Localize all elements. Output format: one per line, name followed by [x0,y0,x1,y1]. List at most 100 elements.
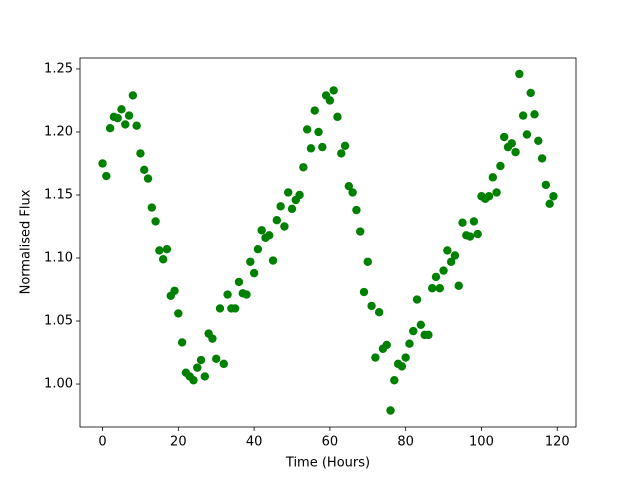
point [124,111,134,120]
point [515,69,524,79]
point [306,144,316,153]
point [537,154,547,163]
point [117,105,126,114]
point [363,257,372,266]
point [268,256,278,265]
x-tick-label: 100 [469,435,494,450]
point [174,309,183,318]
point [359,287,369,297]
x-tick-label: 20 [170,435,187,450]
point [340,141,350,151]
point [405,339,414,348]
point [401,353,410,362]
point [98,159,107,168]
point [458,218,467,227]
point [439,266,448,275]
point [280,222,289,231]
point [208,334,217,343]
x-tick-label: 120 [545,435,570,450]
point [416,320,426,329]
x-tick-label: 40 [246,435,263,450]
point [310,106,319,115]
point [212,354,221,364]
point [348,188,357,197]
point [499,132,509,142]
point [265,231,274,240]
point [196,355,206,365]
point [121,120,130,129]
point [136,149,145,158]
y-tick-label: 1.25 [44,61,73,76]
point [333,112,342,122]
point [295,190,304,200]
point [473,229,482,239]
point [374,307,384,317]
point [549,192,558,201]
point [356,227,365,236]
point [249,268,259,278]
point [257,226,266,235]
point [132,121,141,130]
point [223,290,232,299]
point [352,205,361,215]
point [193,363,202,372]
point [219,359,228,369]
point [151,217,160,226]
y-tick-label: 1.20 [44,124,73,139]
point [435,284,444,293]
point [242,290,251,299]
point [424,330,433,340]
point [284,188,293,197]
point [155,246,164,255]
point [102,171,111,181]
point [189,376,198,385]
point [541,180,551,190]
point [412,295,422,304]
point [530,110,539,119]
point [511,147,520,157]
point [246,257,255,266]
point [545,199,554,209]
point [465,232,475,241]
y-tick-label: 1.10 [44,251,73,266]
point [386,406,395,415]
point [469,217,479,226]
point [428,284,437,293]
point [276,202,285,211]
point [484,192,494,201]
point [177,338,187,347]
point [314,127,323,137]
point [526,88,535,98]
x-tick-label: 60 [322,435,339,450]
point [162,244,172,254]
point [140,165,149,174]
point [382,340,391,350]
point [272,215,282,225]
point [431,272,441,282]
point [105,123,115,133]
point [170,286,179,295]
point [443,246,452,255]
point [287,204,297,214]
point [344,181,354,191]
point [492,188,501,197]
point [507,139,516,148]
y-tick-label: 1.05 [44,314,73,329]
point [446,257,456,266]
point [409,326,418,336]
point [158,255,168,264]
point [390,376,399,385]
point [454,281,463,290]
point [397,362,407,371]
point [367,301,376,311]
point [329,86,338,95]
point [325,96,335,105]
point [450,251,460,260]
point [113,113,122,123]
point [534,136,543,145]
point [518,111,528,120]
y-axis-label: Normalised Flux [19,189,34,294]
y-tick-label: 1.15 [44,187,73,202]
